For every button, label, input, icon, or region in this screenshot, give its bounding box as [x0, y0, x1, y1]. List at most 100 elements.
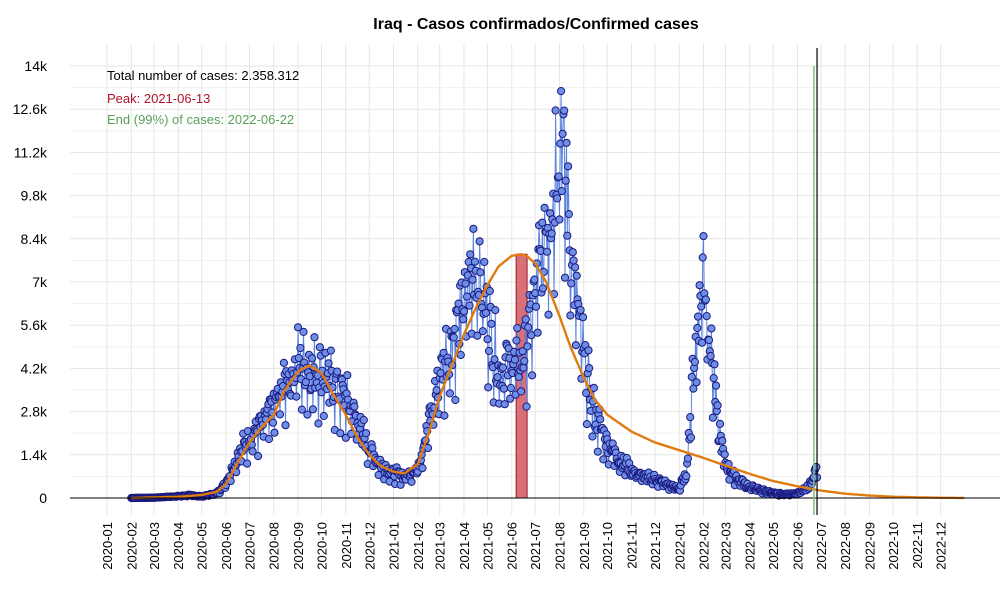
- daily-case-point: [310, 333, 319, 342]
- peak-date-annotation: Peak: 2021-06-13: [107, 91, 210, 106]
- daily-case-point: [459, 307, 469, 316]
- daily-case-point: [473, 331, 482, 340]
- daily-case-point: [292, 392, 301, 401]
- daily-case-point: [561, 176, 570, 185]
- daily-case-point: [480, 257, 489, 267]
- x-tick-label: 2021-12: [648, 522, 663, 570]
- x-tick-label: 2022-06: [790, 522, 805, 570]
- daily-case-point: [523, 342, 532, 351]
- daily-case-point: [493, 373, 502, 382]
- daily-case-point: [709, 374, 718, 383]
- daily-case-point: [572, 271, 581, 280]
- x-tick-label: 2020-06: [219, 522, 234, 570]
- daily-case-point: [293, 323, 303, 332]
- x-tick-label: 2022-04: [743, 522, 758, 570]
- daily-case-point: [563, 231, 572, 240]
- daily-case-point: [432, 386, 441, 395]
- daily-case-point: [341, 433, 350, 442]
- daily-case-point: [481, 308, 490, 317]
- daily-case-point: [506, 383, 515, 393]
- daily-case-point: [713, 401, 722, 410]
- daily-case-point: [333, 367, 342, 376]
- daily-case-point: [512, 336, 521, 345]
- daily-case-point: [499, 384, 508, 393]
- daily-case-point: [450, 324, 459, 334]
- daily-case-point: [596, 415, 605, 424]
- daily-case-point: [248, 447, 257, 456]
- x-tick-label: 2022-01: [672, 522, 687, 570]
- daily-case-point: [459, 315, 468, 324]
- y-tick-label: 0: [39, 490, 47, 506]
- x-tick-label: 2021-10: [600, 522, 615, 570]
- daily-case-point: [308, 354, 317, 363]
- daily-case-point: [715, 419, 725, 428]
- daily-case-point: [301, 378, 310, 387]
- daily-case-point: [336, 429, 345, 438]
- daily-case-point: [530, 275, 539, 284]
- daily-case-point: [538, 218, 547, 227]
- daily-case-point: [522, 402, 531, 411]
- daily-case-point: [718, 436, 727, 445]
- daily-case-point: [445, 389, 454, 398]
- y-tick-label: 14k: [24, 58, 48, 74]
- daily-case-point: [582, 388, 591, 398]
- daily-case-point: [686, 433, 696, 442]
- axis-layer: 0 1.4k 2.8k 4.2k 5.6k 7k 8.4k 9.8k 11.2k 12.6k 14k…: [13, 48, 1000, 570]
- y-tick-label: 7k: [32, 274, 48, 290]
- daily-case-point: [524, 323, 533, 332]
- daily-case-point: [499, 363, 508, 372]
- daily-case-point: [297, 405, 306, 414]
- y-tick-label: 11.2k: [14, 144, 48, 160]
- daily-case-point: [562, 138, 571, 147]
- x-tick-label: 2020-08: [267, 522, 282, 570]
- daily-case-point: [314, 419, 323, 428]
- daily-case-point: [547, 229, 556, 238]
- daily-case-point: [701, 295, 711, 304]
- daily-case-point: [243, 459, 252, 468]
- daily-case-point: [513, 324, 522, 333]
- daily-case-point: [478, 327, 487, 336]
- x-tick-label: 2022-07: [814, 522, 829, 570]
- daily-case-point: [531, 302, 541, 311]
- daily-case-point: [542, 247, 552, 256]
- x-tick-label: 2021-03: [433, 522, 448, 570]
- daily-case-point: [585, 364, 594, 373]
- x-tick-label: 2021-01: [387, 522, 402, 570]
- daily-case-point: [555, 215, 564, 224]
- daily-case-point: [702, 312, 711, 321]
- daily-case-point: [704, 336, 714, 345]
- daily-case-point: [491, 306, 500, 315]
- grid-layer: [70, 44, 1000, 515]
- daily-case-point: [294, 353, 303, 363]
- x-tick-label: 2022-10: [886, 522, 901, 570]
- x-tick-label: 2020-01: [100, 522, 115, 570]
- x-tick-label: 2020-04: [171, 522, 186, 570]
- x-tick-label: 2020-02: [124, 522, 139, 570]
- daily-case-point: [483, 335, 492, 344]
- daily-case-point: [553, 194, 562, 203]
- daily-case-point: [484, 383, 493, 392]
- x-tick-label: 2021-08: [552, 522, 567, 570]
- y-tick-label: 1.4k: [21, 447, 48, 463]
- daily-case-point: [359, 415, 368, 425]
- daily-case-point: [362, 429, 371, 438]
- x-tick-label: 2021-11: [625, 522, 640, 569]
- daily-case-point: [268, 418, 278, 427]
- daily-case-point: [554, 172, 563, 181]
- daily-case-point: [456, 350, 465, 360]
- daily-case-point: [418, 464, 427, 473]
- daily-case-point: [463, 292, 472, 301]
- daily-case-point: [343, 371, 352, 380]
- model-fit-curve: [131, 252, 965, 500]
- y-tick-label: 8.4k: [21, 231, 48, 247]
- daily-case-point: [571, 341, 581, 350]
- daily-case-point: [484, 346, 494, 356]
- x-tick-label: 2020-12: [362, 522, 377, 570]
- daily-case-point: [706, 351, 715, 361]
- daily-case-point: [707, 324, 716, 333]
- daily-case-point: [270, 428, 279, 437]
- daily-case-point: [693, 312, 703, 321]
- daily-case-point: [514, 372, 523, 381]
- daily-case-point: [540, 203, 549, 212]
- daily-case-point: [275, 410, 285, 419]
